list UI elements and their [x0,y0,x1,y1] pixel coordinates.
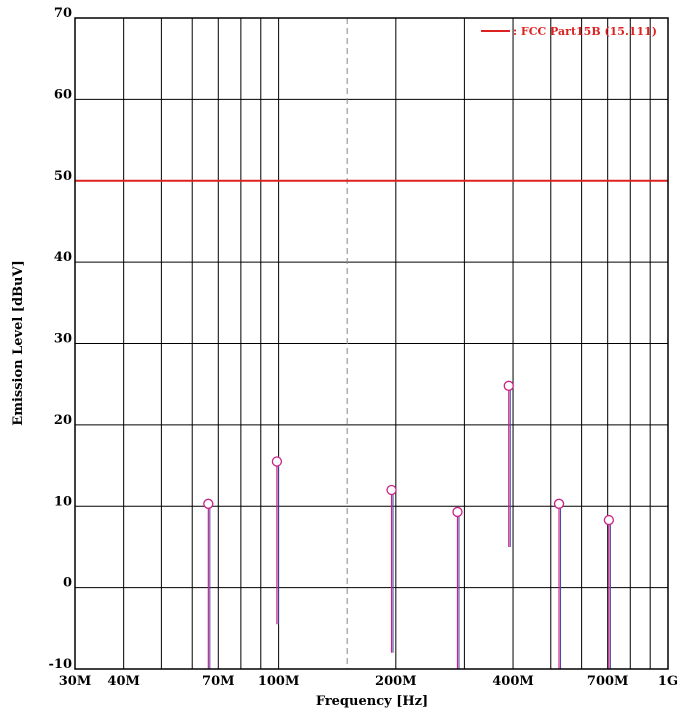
x-tick-label: 70M [202,674,234,689]
y-tick-label: 70 [54,6,72,21]
x-tick-labels: 30M 40M 70M 100M 200M 400M 700M 1G [59,674,678,689]
legend-label: : FCC Part15B (15.111) [513,25,657,38]
y-tick-label: 40 [54,250,72,265]
data-point [603,514,615,526]
x-tick-label: 200M [375,674,417,689]
data-point [271,456,283,467]
data-point [553,498,565,509]
y-tick-label: 60 [54,87,72,102]
y-tick-label: 20 [54,413,72,428]
plot-frame [74,17,669,670]
data-point [503,380,514,391]
data-point [203,498,214,509]
y-axis-title: Emission Level [dBuV] [11,260,26,425]
x-tick-label: 40M [107,674,139,689]
y-tick-label: 30 [54,332,72,347]
x-tick-label: 1G [658,674,678,689]
data-point [386,484,397,496]
y-tick-label: 0 [63,576,72,591]
x-tick-label: 30M [59,674,91,689]
y-tick-label: -10 [49,657,73,672]
y-tick-labels: -10 0 10 20 30 40 50 60 70 [49,6,73,672]
legend: : FCC Part15B (15.111) [481,25,657,38]
x-axis-title: Frequency [Hz] [316,694,428,709]
y-tick-label: 10 [54,494,72,509]
data-points [203,380,615,669]
x-tick-label: 700M [587,674,629,689]
data-point [452,506,463,518]
x-tick-label: 100M [258,674,300,689]
grid [75,17,668,670]
x-tick-label: 400M [492,674,534,689]
y-tick-label: 50 [54,169,72,184]
